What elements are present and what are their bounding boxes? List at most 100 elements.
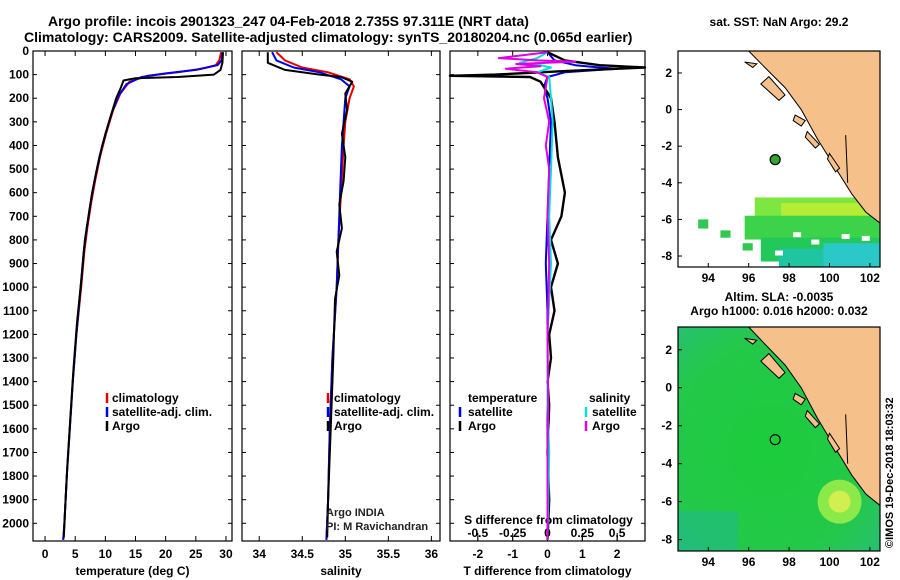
sst_map-ytick-label: -8	[661, 249, 672, 263]
land-island	[760, 352, 786, 379]
sla_map-ytick-label: -4	[661, 457, 672, 471]
temperature-xlabel: temperature (deg C)	[75, 564, 189, 578]
legend-label: satellite	[592, 405, 637, 419]
sst_map-ytick-label: -6	[661, 212, 672, 226]
land-island	[792, 114, 807, 127]
difference-top-xtick-label: 0.5	[609, 526, 626, 540]
depth-tick-label: 1700	[2, 445, 29, 459]
sst-gap	[841, 234, 850, 240]
sst-gap	[774, 250, 783, 256]
depth-tick-label: 200	[9, 91, 29, 105]
sla-map-title-line: Argo h1000: 0.016 h2000: 0.032	[690, 304, 868, 318]
depth-tick-label: 400	[9, 138, 29, 152]
legend-label: satellite-adj. clim.	[112, 405, 212, 419]
legend-title-temperature: temperature	[468, 391, 538, 405]
depth-tick-label: 1100	[3, 304, 29, 318]
temperature-frame	[32, 50, 233, 542]
difference-top-xtick-label: -0.25	[499, 526, 527, 540]
sla-map-panel: 2 0 -2 -4 -6 -8 94 96 98 100 102 Altim. SLA: -0.003…	[661, 290, 881, 569]
difference-xtick-label: 0	[544, 547, 551, 561]
sst-map-panel: 2 0 -2 -4 -6 -8 94 96 98 100 102 sat. SST: NaN Argo…	[661, 15, 881, 285]
salinity-xlabel: salinity	[320, 564, 362, 578]
legend-label: climatology	[334, 391, 401, 405]
argo-float-marker	[769, 434, 781, 446]
land-island	[826, 432, 841, 454]
difference-top-xtick-label: 0.25	[571, 526, 595, 540]
difference-xtick-label: -2	[473, 547, 484, 561]
difference-series-s-argo	[497, 51, 577, 540]
temperature-xtick-label: 20	[159, 547, 173, 561]
sla-low-region	[678, 511, 738, 551]
salinity-series-argo	[266, 52, 354, 538]
sla_map-body	[678, 327, 880, 551]
temperature-xtick-label: 0	[42, 547, 49, 561]
credit-text: ©IMOS 19-Dec-2018 18:03:32	[884, 397, 896, 548]
depth-tick-label: 900	[9, 257, 29, 271]
sst_map-ytick-label: -4	[661, 176, 672, 190]
legend-title-salinity: salinity	[589, 391, 631, 405]
sst_map-xtick-label: 100	[819, 271, 839, 285]
depth-tick-label: 1300	[2, 351, 29, 365]
salinity-xtick-label: 36	[425, 547, 439, 561]
sla_map-xtick-label: 98	[782, 555, 796, 569]
argo-float-marker	[769, 154, 781, 166]
land-island	[744, 61, 758, 69]
difference-top-xtick-label: -0.5	[468, 526, 489, 540]
sst-data-patch	[742, 243, 753, 251]
legend-label: satellite	[468, 405, 513, 419]
sst-data-patch	[823, 243, 880, 267]
sst_map-xtick-label: 98	[782, 271, 796, 285]
depth-tick-label: 1200	[2, 327, 29, 341]
depth-tick-label: 600	[9, 186, 29, 200]
land-island	[826, 152, 841, 173]
sla_map-ytick-label: -8	[661, 533, 672, 547]
difference-xtick-label: 2	[614, 547, 621, 561]
legend-label: satellite-adj. clim.	[334, 405, 434, 419]
land-island	[804, 409, 821, 429]
sla_map-xtick-label: 100	[819, 555, 839, 569]
depth-tick-label: 0	[22, 44, 29, 58]
temperature-series-argo	[62, 52, 224, 538]
sla_map-ytick-label: 2	[665, 343, 672, 357]
sla_map-frame	[677, 326, 881, 552]
legend-label: Argo	[112, 419, 140, 433]
sst-map-title: sat. SST: NaN Argo: 29.2	[710, 15, 849, 29]
legend-label: climatology	[112, 391, 179, 405]
difference-xlabel: T difference from climatology	[463, 564, 631, 578]
sst-data-patch	[720, 230, 731, 238]
sst-gap	[793, 232, 802, 238]
depth-tick-label: 100	[9, 68, 29, 82]
sla_map-xtick-label: 96	[742, 555, 756, 569]
difference-panel: -2 -1 0 1 2 T difference from climatology -0.5…	[448, 50, 647, 578]
salinity-xtick-label: 34	[253, 547, 267, 561]
difference-xtick-label: -1	[507, 547, 518, 561]
depth-tick-label: 1600	[2, 422, 29, 436]
sst_map-ytick-label: -2	[661, 139, 672, 153]
sst_map-frame	[677, 50, 881, 268]
header-line-1: Argo profile: incois 2901323_247 04-Feb-…	[48, 13, 529, 29]
salinity-xtick-label: 35	[339, 547, 353, 561]
depth-tick-label: 1000	[2, 280, 29, 294]
depth-tick-label: 700	[9, 209, 29, 223]
depth-tick-label: 500	[9, 162, 29, 176]
depth-tick-label: 2000	[2, 516, 29, 530]
sst_map-ytick-label: 2	[665, 66, 672, 80]
salinity-xtick-label: 34.5	[291, 547, 315, 561]
land-island	[744, 337, 758, 345]
sst_map-xtick-label: 94	[702, 271, 716, 285]
sla_map-ytick-label: -2	[661, 419, 672, 433]
depth-tick-label: 1900	[2, 493, 29, 507]
depth-tick-label: 1400	[2, 375, 29, 389]
legend-label: Argo	[592, 419, 620, 433]
sla_map-ytick-label: 0	[665, 381, 672, 395]
sst_map-xtick-label: 102	[860, 271, 880, 285]
legend-label: Argo	[468, 419, 496, 433]
temperature-xtick-label: 25	[189, 547, 203, 561]
depth-tick-label: 1500	[2, 398, 29, 412]
depth-tick-label: 800	[9, 233, 29, 247]
temperature-xtick-label: 15	[129, 547, 143, 561]
sst-gap	[811, 239, 820, 245]
salinity-panel: 34 34.5 35 35.5 36 salinity Argo INDIA PI: M Ra…	[241, 50, 441, 578]
